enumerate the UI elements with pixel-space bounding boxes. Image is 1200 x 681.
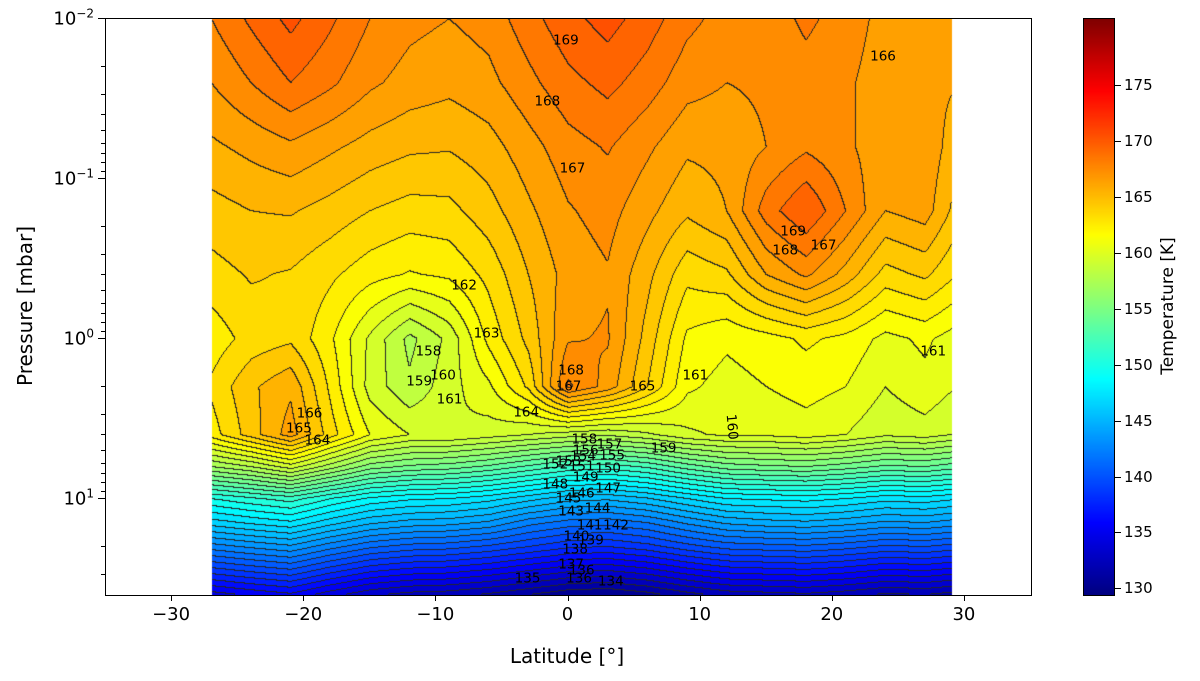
contour-label: 168 <box>558 362 585 379</box>
contour-label: 165 <box>286 419 312 436</box>
contour-label: 163 <box>473 325 500 342</box>
contour-label: 156 <box>572 442 599 459</box>
contour-label: 135 <box>514 570 541 587</box>
x-tick-label: −30 <box>152 604 191 625</box>
contour-label: 167 <box>810 237 837 254</box>
contour-label: 136 <box>566 570 592 587</box>
colorbar-tick-label: 140 <box>1124 467 1153 486</box>
contour-label: 161 <box>682 367 709 384</box>
x-tick-label: 10 <box>688 604 712 625</box>
contour-label: 162 <box>451 277 477 294</box>
x-tick-label: 30 <box>952 604 976 625</box>
contour-label: 159 <box>650 440 677 457</box>
colorbar-tick <box>1115 588 1121 590</box>
contour-label: 151 <box>568 458 595 475</box>
y-tick-label: 100 <box>63 326 94 350</box>
y-tick-label: 10−2 <box>53 6 94 30</box>
contour-label: 149 <box>572 469 599 486</box>
colorbar-tick-label: 150 <box>1124 355 1153 374</box>
contour-label: 168 <box>772 242 799 259</box>
contour-label: 167 <box>555 378 582 395</box>
colorbar-tick-label: 170 <box>1124 132 1153 151</box>
colorbar-tick <box>1115 308 1121 310</box>
colorbar-tick <box>1115 141 1121 143</box>
y-tick <box>98 178 105 179</box>
colorbar-tick <box>1115 420 1121 422</box>
contour-label: 168 <box>534 93 561 110</box>
x-tick-label: −20 <box>284 604 323 625</box>
x-tick-label: 0 <box>561 604 574 625</box>
contour-label: 169 <box>780 223 807 240</box>
contour-label: 147 <box>595 480 622 497</box>
y-tick-label: 101 <box>63 486 94 510</box>
colorbar-tick-label: 160 <box>1124 243 1153 262</box>
contour-label: 164 <box>513 403 540 420</box>
contour-label: 165 <box>629 378 656 395</box>
contour-label: 144 <box>584 499 611 516</box>
colorbar-tick <box>1115 252 1121 254</box>
colorbar-tick-label: 155 <box>1124 299 1153 318</box>
contour-label: 152 <box>542 456 569 473</box>
colorbar-title: Temperature [K] <box>1158 237 1178 375</box>
colorbar-tick-label: 135 <box>1124 523 1153 542</box>
contour-label: 146 <box>568 485 595 502</box>
colorbar-tick <box>1115 85 1121 87</box>
x-tick-label: 20 <box>820 604 844 625</box>
colorbar-tick <box>1115 532 1121 534</box>
y-tick <box>98 338 105 339</box>
contour-label: 158 <box>571 431 598 448</box>
x-axis-title: Latitude [°] <box>509 644 625 668</box>
contour-label: 141 <box>576 517 603 534</box>
contour-heatmap-canvas <box>106 19 1031 595</box>
y-tick <box>98 18 105 19</box>
contour-label: 166 <box>870 48 896 65</box>
colorbar-tick-label: 175 <box>1124 76 1153 95</box>
contour-label: 137 <box>558 555 585 572</box>
contour-label: 143 <box>558 503 585 520</box>
contour-label: 140 <box>563 528 590 545</box>
plot-area: 169 168 167 166 169 168 167 162 163 158 159 160 161 1… <box>105 18 1032 596</box>
y-tick-label: 10−1 <box>53 166 94 190</box>
contour-label: 160 <box>722 413 741 441</box>
colorbar-tick-label: 145 <box>1124 411 1153 430</box>
contour-label: 166 <box>296 405 323 422</box>
contour-label: 157 <box>596 435 623 452</box>
contour-label: 139 <box>578 531 604 548</box>
x-tick-label: −10 <box>416 604 455 625</box>
colorbar-tick <box>1115 476 1121 478</box>
contour-label: 136 <box>568 562 595 579</box>
contour-label: 167 <box>559 160 586 177</box>
y-axis-title: Pressure [mbar] <box>13 225 37 387</box>
contour-label: 142 <box>603 517 629 534</box>
colorbar-gradient-canvas <box>1084 19 1114 595</box>
contour-label: 164 <box>304 432 331 449</box>
contour-label: 138 <box>562 541 588 558</box>
colorbar-tick-label: 130 <box>1124 579 1153 598</box>
contour-label: 169 <box>552 32 579 49</box>
contour-label: 161 <box>920 343 947 360</box>
contour-label: 161 <box>436 391 463 408</box>
colorbar-tick <box>1115 196 1121 198</box>
contour-label: 160 <box>430 367 456 384</box>
contour-label: 154 <box>570 448 596 465</box>
contour-label: 155 <box>599 447 625 464</box>
contour-labels-layer: 169 168 167 166 169 168 167 162 163 158 159 160 161 1… <box>106 19 1031 595</box>
contour-label: 150 <box>595 459 622 476</box>
contour-label: 158 <box>415 343 442 360</box>
contour-label: 159 <box>406 373 433 390</box>
colorbar-tick-label: 165 <box>1124 187 1153 206</box>
contour-label: 134 <box>597 573 624 590</box>
y-tick <box>98 498 105 499</box>
colorbar-tick <box>1115 364 1121 366</box>
contour-label: 153 <box>555 453 582 470</box>
contour-label: 145 <box>555 490 582 507</box>
colorbar <box>1083 18 1115 596</box>
contour-label: 148 <box>542 475 569 492</box>
